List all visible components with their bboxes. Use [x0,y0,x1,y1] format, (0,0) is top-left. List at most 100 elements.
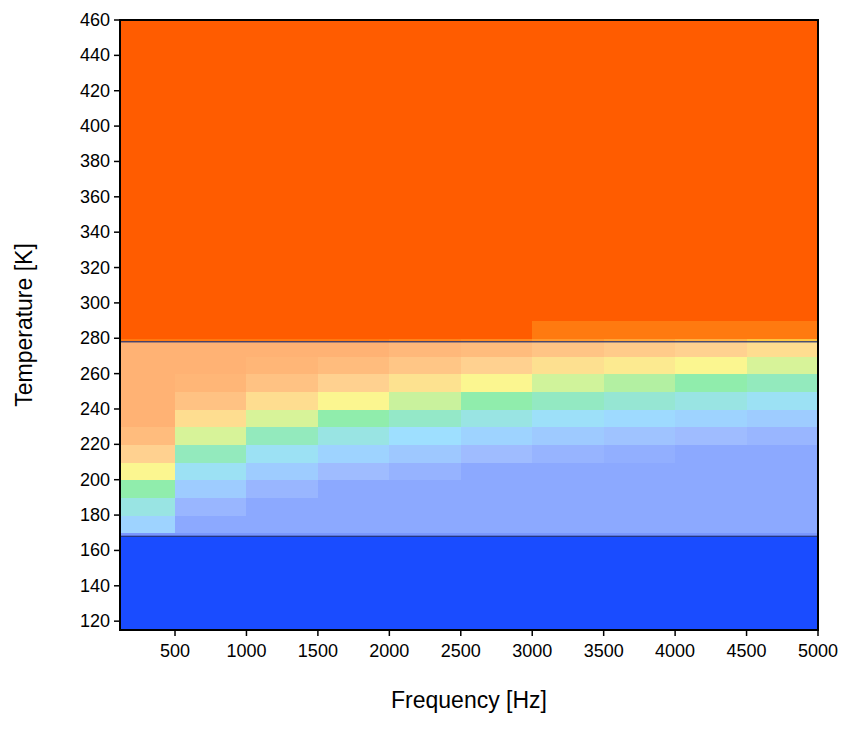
cell [389,586,461,604]
cell [318,250,390,268]
cell [461,197,533,215]
cell [318,232,390,250]
y-tick-label: 240 [80,399,110,419]
cell [747,179,818,197]
cell [604,603,676,630]
cell [675,126,747,144]
cell [120,91,176,109]
cell [120,108,176,126]
cell [532,285,604,303]
cell [246,603,318,630]
y-tick [114,373,120,375]
cell [675,550,747,568]
cell [175,197,247,215]
x-tick [389,630,391,636]
y-tick [114,196,120,198]
cell [246,55,318,73]
cell [532,603,604,630]
cell [747,144,818,162]
y-tick [114,408,120,410]
cell [175,214,247,232]
y-tick-label: 140 [80,576,110,596]
cell [120,303,176,321]
cell [604,73,676,91]
cell [747,91,818,109]
cell [389,38,461,56]
cell [175,179,247,197]
y-tick [114,514,120,516]
cell [318,197,390,215]
cell [532,144,604,162]
x-tick-label: 2500 [441,641,481,661]
x-tick-label: 5000 [798,641,838,661]
cell [747,73,818,91]
x-tick [746,630,748,636]
cell [318,55,390,73]
cell [461,303,533,321]
cell [246,232,318,250]
cell [389,126,461,144]
x-tick [460,630,462,636]
cell [246,250,318,268]
cell [604,161,676,179]
x-tick [817,630,819,636]
cell [461,568,533,586]
cell [461,161,533,179]
cell [675,214,747,232]
cell [461,321,533,339]
cell [532,108,604,126]
cell [120,144,176,162]
cell [318,568,390,586]
cell [532,91,604,109]
cell [604,126,676,144]
cell [747,126,818,144]
cell [175,91,247,109]
cell [532,214,604,232]
cell [175,108,247,126]
y-tick [114,550,120,552]
cell [675,161,747,179]
cell [175,586,247,604]
cell [389,73,461,91]
cell [675,232,747,250]
cell [747,161,818,179]
cell [604,179,676,197]
cell [318,550,390,568]
x-tick-label: 4000 [655,641,695,661]
cell [532,20,604,38]
cell [246,586,318,604]
cell [532,73,604,91]
plot-frame [120,20,818,630]
cell [747,20,818,38]
cell [175,550,247,568]
cell [747,197,818,215]
cell [389,268,461,286]
y-tick [114,267,120,269]
y-tick-label: 400 [80,116,110,136]
cell [532,268,604,286]
cell [175,568,247,586]
x-tick [174,630,176,636]
y-tick [114,161,120,163]
y-tick [114,90,120,92]
cell [120,568,176,586]
cell [604,144,676,162]
cell [318,179,390,197]
cell [175,232,247,250]
cell [675,268,747,286]
cell [120,321,176,339]
y-tick [114,620,120,622]
cell [120,38,176,56]
cell [461,73,533,91]
y-tick-label: 300 [80,293,110,313]
cell [175,20,247,38]
cell [675,586,747,604]
cell [246,321,318,339]
cell [389,232,461,250]
x-tick-label: 1500 [298,641,338,661]
cell [532,568,604,586]
cell [747,321,818,339]
cell [389,179,461,197]
x-tick [246,630,248,636]
cell [318,268,390,286]
